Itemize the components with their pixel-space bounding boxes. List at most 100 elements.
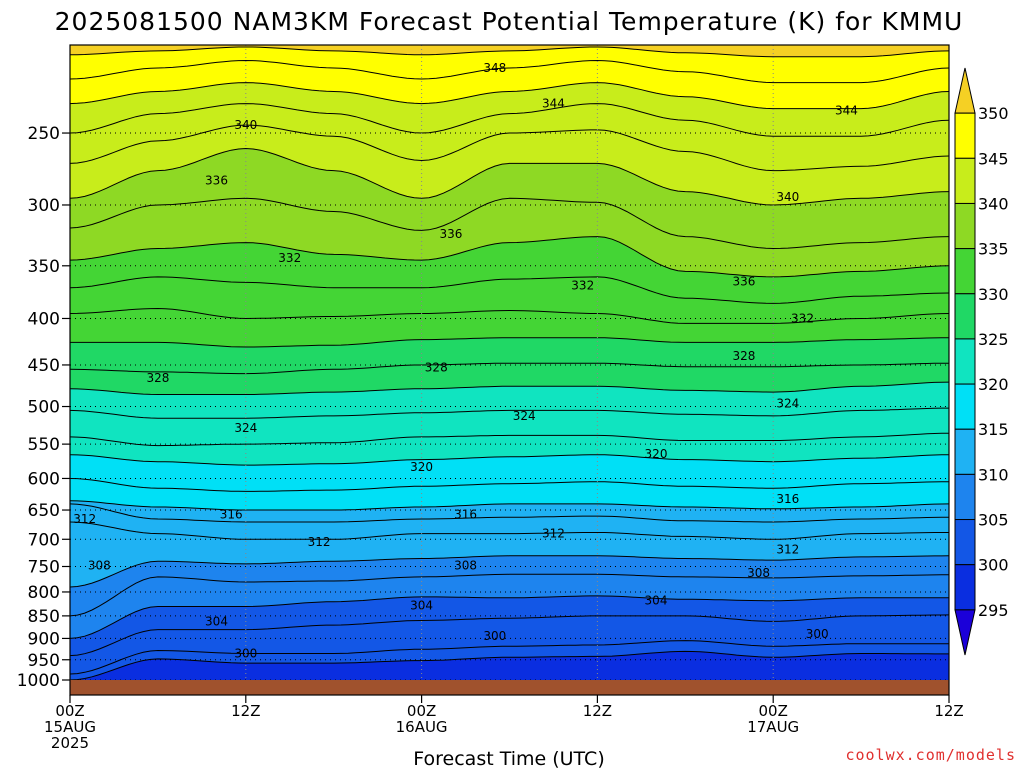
contour-300 [70, 650, 949, 680]
contour-label-text: 324 [776, 396, 799, 410]
y-tick-label: 750 [28, 557, 60, 577]
contour-label-328: 328 [146, 371, 169, 385]
contour-label-344: 344 [542, 97, 565, 111]
x-tick-label: 12Z [934, 702, 963, 720]
contour-label-text: 332 [278, 251, 301, 265]
y-tick-label: 1000 [17, 671, 60, 691]
ground-bar [70, 680, 949, 695]
y-tick-label: 250 [28, 124, 60, 144]
contour-label-text: 316 [454, 507, 477, 521]
contour-label-text: 316 [776, 492, 799, 506]
y-tick-label: 300 [28, 196, 60, 216]
contour-label-332: 332 [571, 279, 594, 293]
contour-label-text: 336 [205, 174, 228, 188]
y-tick-label: 350 [28, 257, 60, 277]
y-tick-label: 950 [28, 651, 60, 671]
colorbar-top-arrow [954, 67, 976, 114]
x-tick-label: 12Z [583, 702, 612, 720]
x-axis-label: Forecast Time (UTC) [413, 748, 604, 768]
contour-label-text: 304 [410, 599, 433, 613]
contour-label-text: 312 [308, 535, 331, 549]
contour-324 [70, 407, 949, 419]
contour-labels: 348 340 344 344 336 340 336 332 332 336 332 328 328 3… [73, 61, 858, 660]
x-tick-label: 16AUG [396, 718, 448, 736]
colorbar-label: 320 [978, 375, 1009, 394]
colorbar-label: 345 [978, 149, 1009, 168]
x-tick-label: 15AUG [44, 718, 96, 736]
contour-label-300: 300 [234, 646, 257, 660]
contour-350 [70, 46, 949, 58]
contour-label-340: 340 [776, 190, 799, 204]
colorbar-label: 295 [978, 601, 1009, 620]
contour-label-text: 340 [776, 190, 799, 204]
contour-label-316: 316 [454, 507, 477, 521]
colorbar-swatch [954, 157, 976, 204]
contour-label-text: 308 [454, 558, 477, 572]
contour-label-text: 308 [747, 566, 770, 580]
contour-label-text: 328 [425, 361, 448, 375]
contour-label-312: 312 [776, 542, 799, 556]
contour-label-328: 328 [425, 361, 448, 375]
y-tick-label: 700 [28, 530, 60, 550]
contour-label-304: 304 [205, 614, 228, 628]
contour-label-320: 320 [645, 447, 668, 461]
contour-310 [70, 555, 949, 588]
colorbar-label: 325 [978, 330, 1009, 349]
colorbar-bottom-arrow [954, 609, 976, 656]
colorbar-swatch [954, 519, 976, 566]
x-tick-label: 00Z [407, 702, 436, 720]
contour-label-336: 336 [205, 174, 228, 188]
y-tick-label: 550 [28, 435, 60, 455]
contour-302 [70, 640, 949, 675]
contour-label-text: 300 [806, 627, 829, 641]
y-tick-label: 650 [28, 501, 60, 521]
contour-314 [70, 503, 949, 523]
credit-text: coolwx.com/models [845, 746, 1016, 764]
contour-348 [70, 59, 949, 84]
contour-label-text: 324 [513, 409, 536, 423]
contour-308 [70, 573, 949, 617]
contour-label-text: 304 [645, 594, 668, 608]
contour-label-336: 336 [732, 274, 755, 288]
contour-label-text: 328 [732, 349, 755, 363]
contour-label-text: 304 [205, 614, 228, 628]
contour-label-text: 336 [732, 274, 755, 288]
contour-label-text: 312 [73, 512, 96, 526]
colorbar-swatch [954, 428, 976, 475]
contour-label-text: 300 [234, 646, 257, 660]
contour-318 [70, 478, 949, 492]
contour-label-348: 348 [483, 61, 506, 75]
contour-label-324: 324 [776, 396, 799, 410]
colorbar-swatch [954, 473, 976, 521]
contour-label-300: 300 [806, 627, 829, 641]
x-tick-label: 17AUG [747, 718, 799, 736]
contour-label-304: 304 [645, 594, 668, 608]
contour-label-308: 308 [88, 558, 111, 572]
contour-label-316: 316 [220, 507, 243, 521]
y-tick-label: 850 [28, 607, 60, 627]
contour-label-text: 336 [439, 227, 462, 241]
colorbar-swatch [954, 338, 976, 385]
contour-326 [70, 381, 949, 395]
contour-304 [70, 614, 949, 657]
contour-label-312: 312 [542, 527, 565, 541]
contour-label-text: 340 [234, 118, 257, 132]
theta-contours [70, 46, 949, 680]
contour-306 [70, 595, 949, 639]
contour-322 [70, 432, 949, 447]
x-tick-label: 12Z [231, 702, 260, 720]
colorbar-label: 305 [978, 511, 1009, 530]
x-tick-label: 00Z [759, 702, 788, 720]
contour-344 [70, 103, 949, 137]
contour-label-324: 324 [234, 421, 257, 435]
contour-label-text: 312 [776, 542, 799, 556]
contour-label-text: 312 [542, 527, 565, 541]
colorbar-swatch [954, 248, 976, 295]
contour-label-340: 340 [234, 118, 257, 132]
contour-label-text: 320 [410, 460, 433, 474]
contour-label-text: 344 [542, 97, 565, 111]
theta-color-fill [70, 45, 949, 680]
colorbar-swatch [954, 202, 976, 250]
